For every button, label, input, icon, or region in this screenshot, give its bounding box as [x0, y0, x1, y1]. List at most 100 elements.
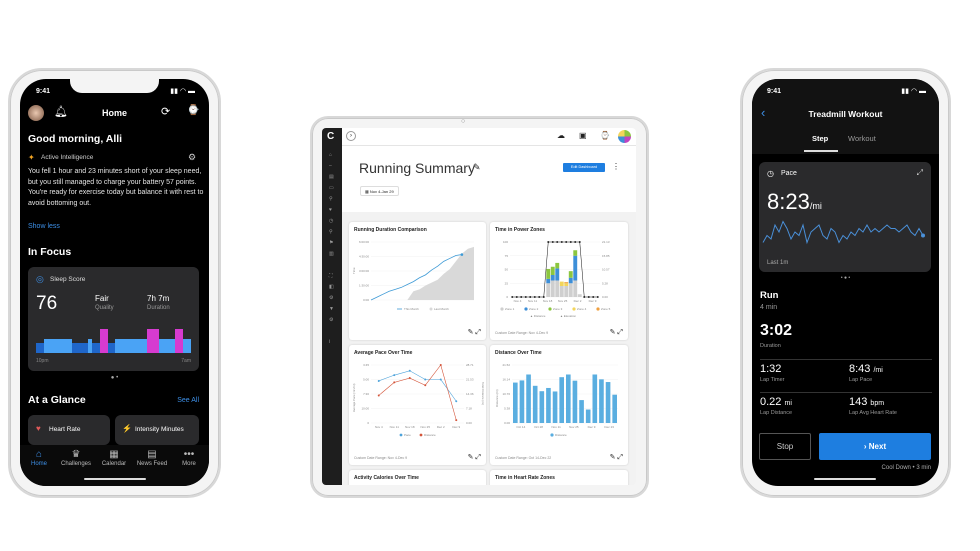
- tab-challenges[interactable]: ♛ Challenges: [57, 449, 95, 467]
- x-tick-label: Nov 18: [405, 425, 415, 429]
- sleep-stage-bar: [131, 339, 136, 353]
- page-dots: ● •: [110, 375, 119, 381]
- settings-icon[interactable]: ⚙: [188, 152, 197, 162]
- duration-label: Duration: [760, 343, 781, 349]
- sleep-stage-bar: [115, 339, 120, 353]
- edit-icon[interactable]: ✎: [467, 329, 474, 336]
- card-actions[interactable]: ✎ ⤢: [468, 328, 481, 337]
- tab-step[interactable]: Step: [812, 134, 829, 143]
- status-time: 9:41: [767, 88, 782, 95]
- y-tick-label: 3:00:00: [359, 269, 369, 273]
- legend-label: ▲ Elevation: [560, 314, 576, 318]
- sidebar-nav-icons[interactable]: ⌂ – ▤ ▭ ⚲ ♥ ◷ ⚲ ⚑ ▥ ⛶ ◧ ⚙ ▼ ⚙ i: [329, 152, 334, 345]
- date-range-picker[interactable]: ▦ Nov 4-Jan 29: [360, 186, 399, 196]
- y2-tick-label: 0.00: [602, 295, 608, 299]
- sleep-stage-bar: [119, 339, 124, 353]
- legend-swatch: [429, 307, 433, 311]
- legend-label: Zone 1: [505, 307, 515, 311]
- tab-workout[interactable]: Workout: [848, 134, 876, 143]
- expand-icon[interactable]: ⤢: [475, 329, 481, 336]
- distance-point: [377, 394, 380, 397]
- power-zones-chart: 0 25 50 75 100 0.00 5.28 10.57 15.85 21.13 Nov 4 No…: [500, 240, 611, 318]
- expand-sidebar-icon[interactable]: ›: [346, 131, 356, 141]
- see-all-link[interactable]: See All: [177, 397, 199, 404]
- tab-calendar[interactable]: ▦ Calendar: [95, 449, 133, 467]
- y-tick-label: 5.38: [504, 407, 510, 411]
- sleep-stage-chart: [36, 319, 192, 353]
- y-tick-label: 0: [367, 421, 369, 425]
- x-tick-label: Dec 9: [452, 425, 460, 429]
- zone-bar-segment: [568, 277, 573, 284]
- sync-icon[interactable]: ⟳: [161, 106, 171, 118]
- card-title: Time in Heart Rate Zones: [495, 475, 555, 481]
- distance-point: [455, 419, 458, 422]
- y-tick-label: 7:30: [363, 392, 369, 396]
- running-duration-chart: 0:00 1:30:00 3:00:00 4:30:00 6:00:00 Time This…: [352, 240, 474, 311]
- tab-news-feed[interactable]: ▤ News Feed: [133, 449, 171, 467]
- zone-bar-segment: [559, 286, 564, 297]
- chevron-right-icon: ›: [863, 442, 869, 451]
- step-name: Run: [760, 290, 779, 301]
- avatar[interactable]: [28, 105, 44, 121]
- sleep-score-card[interactable]: ◎ Sleep Score 76 Fair Quality 7h 7m Dura…: [28, 267, 199, 371]
- zone-bar-segment: [568, 283, 573, 297]
- sleep-stage-bar: [175, 329, 180, 353]
- sleep-stage-bar: [155, 329, 160, 353]
- edit-title-icon[interactable]: ✎: [473, 162, 481, 172]
- legend-swatch: [524, 307, 528, 311]
- edit-icon[interactable]: ✎: [609, 329, 616, 336]
- expand-icon[interactable]: ⤢: [617, 329, 623, 336]
- pace-line: [378, 370, 457, 402]
- zone-bar-segment: [573, 280, 578, 297]
- card-actions[interactable]: ✎ ⤢: [610, 328, 623, 337]
- edit-icon[interactable]: ✎: [609, 454, 616, 461]
- distance-marker: [515, 296, 518, 298]
- avatar[interactable]: [618, 130, 631, 143]
- bell-icon[interactable]: 🔔︎: [54, 106, 68, 118]
- zone-bar-segment: [546, 283, 551, 297]
- zone-bar-segment: [555, 262, 560, 269]
- card-actions[interactable]: ✎ ⤢: [610, 453, 623, 462]
- next-button[interactable]: › Next: [819, 433, 931, 460]
- intensity-minutes-tile[interactable]: ⚡ Intensity Minutes: [115, 415, 199, 445]
- zone-bar-segment: [550, 266, 555, 275]
- card-footer: Custom Date Range: Nov 4-Dec 9: [495, 331, 549, 335]
- sleep-stage-bar: [147, 329, 152, 353]
- divider: [760, 392, 932, 393]
- more-options-icon[interactable]: ⋮: [612, 162, 620, 171]
- card-actions[interactable]: ✎ ⤢: [468, 453, 481, 462]
- device-icon[interactable]: ⌚: [187, 105, 200, 116]
- expand-icon[interactable]: ⤢: [916, 168, 923, 177]
- sleep-score: 76: [36, 293, 58, 314]
- back-icon[interactable]: ‹: [761, 105, 766, 120]
- edit-dashboard-button[interactable]: Edit Dashboard: [563, 163, 605, 172]
- at-a-glance-heading: At a Glance: [28, 394, 86, 406]
- sleep-stage-bar: [83, 343, 88, 353]
- expand-icon[interactable]: ⤢: [617, 454, 623, 461]
- legend-swatch: [572, 307, 576, 311]
- distance-marker: [529, 296, 532, 298]
- tab-more[interactable]: ••• More: [170, 449, 208, 467]
- x-tick-label: Dec 9: [588, 425, 596, 429]
- insight-text: You fell 1 hour and 23 minutes short of …: [28, 168, 204, 207]
- device-icon[interactable]: ▣: [579, 131, 587, 140]
- y2-tick-label: 0.00: [466, 421, 472, 425]
- expand-icon[interactable]: ⤢: [475, 454, 481, 461]
- stop-button[interactable]: Stop: [759, 433, 811, 460]
- sync-icon[interactable]: ☁: [557, 131, 565, 140]
- app-logo[interactable]: C: [327, 131, 335, 142]
- watch-icon[interactable]: ⌚: [600, 131, 610, 140]
- home-indicator: [814, 478, 876, 480]
- pace-window: Last 1m: [767, 260, 789, 266]
- edit-icon[interactable]: ✎: [467, 454, 474, 461]
- sleep-stage-bar: [107, 343, 112, 353]
- sleep-end-label: 7am: [181, 358, 191, 364]
- show-less-link[interactable]: Show less: [28, 223, 60, 230]
- y-tick-label: 50: [505, 268, 509, 272]
- tab-home[interactable]: ⌂ Home: [20, 449, 58, 467]
- heart-rate-tile[interactable]: ♥ Heart Rate: [28, 415, 110, 445]
- sleep-start-label: 10pm: [36, 358, 49, 364]
- pace-line: [762, 220, 924, 245]
- distance-bar: [532, 385, 538, 423]
- card-title: Activity Calories Over Time: [354, 475, 419, 481]
